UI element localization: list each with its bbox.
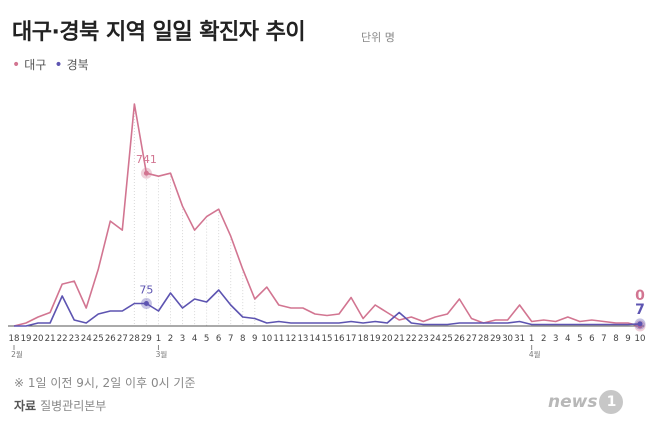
x-tick-label: 7	[601, 334, 606, 344]
x-tick-label: 26	[454, 334, 465, 344]
x-tick-label: 5	[204, 334, 209, 344]
x-tick-label: 12	[285, 334, 296, 344]
x-tick-label: 25	[93, 334, 104, 344]
highlight-point-core	[637, 321, 643, 327]
x-tick-label: 20	[382, 334, 393, 344]
x-tick-label: 25	[442, 334, 453, 344]
series-line-1	[14, 289, 641, 327]
unit-label: 단위 명	[361, 31, 395, 44]
highlight-point-core	[143, 301, 149, 307]
x-tick-label: 31	[514, 334, 525, 344]
x-tick-label: 27	[117, 334, 128, 344]
x-tick-label: 17	[346, 334, 357, 344]
month-label: 2월	[11, 349, 23, 359]
source-value: 질병관리본부	[40, 399, 107, 413]
x-tick-label: 21	[394, 334, 405, 344]
x-tick-label: 28	[478, 334, 489, 344]
legend-dot-icon: •	[54, 56, 63, 73]
x-tick-label: 29	[490, 334, 501, 344]
x-tick-label: 9	[252, 334, 257, 344]
x-tick-label: 30	[502, 334, 513, 344]
x-tick-label: 28	[129, 334, 140, 344]
x-tick-label: 3	[180, 334, 185, 344]
highlight-point-core	[143, 170, 149, 176]
x-tick-label: 9	[625, 334, 630, 344]
x-tick-label: 4	[565, 334, 570, 344]
data-label: 7	[635, 302, 645, 318]
series-line-0	[13, 103, 641, 327]
legend-item-daegu: • 대구	[12, 56, 46, 73]
logo-text: news	[548, 392, 598, 412]
legend-label: 대구	[24, 58, 47, 72]
x-tick-label: 23	[69, 334, 80, 344]
logo-badge: 1	[599, 390, 624, 414]
data-label: 741	[136, 153, 157, 166]
x-tick-label: 27	[466, 334, 477, 344]
x-tick-label: 15	[322, 334, 333, 344]
legend-item-gyeongbuk: • 경북	[54, 56, 88, 73]
page-title: 대구·경북 지역 일일 확진자 추이	[12, 20, 306, 45]
x-tick-label: 4	[192, 334, 197, 344]
x-tick-label: 19	[21, 334, 32, 344]
chart-legend: • 대구 • 경북	[12, 56, 89, 73]
legend-label: 경북	[66, 58, 89, 72]
x-tick-label: 8	[613, 334, 618, 344]
legend-dot-icon: •	[12, 56, 21, 73]
x-tick-label: 24	[81, 334, 92, 344]
x-tick-label: 23	[418, 334, 429, 344]
source-label: 자료	[14, 399, 37, 413]
x-tick-label: 11	[273, 334, 284, 344]
x-tick-label: 2	[168, 334, 173, 344]
news1-logo: news 1	[548, 390, 624, 414]
data-label: 75	[139, 284, 153, 297]
x-tick-label: 18	[9, 334, 20, 344]
x-tick-label: 3	[553, 334, 558, 344]
source-line: 자료 질병관리본부	[14, 397, 106, 414]
x-tick-label: 24	[430, 334, 441, 344]
x-tick-label: 22	[406, 334, 417, 344]
x-tick-label: 5	[577, 334, 582, 344]
x-tick-label: 6	[589, 334, 594, 344]
x-tick-label: 6	[216, 334, 221, 344]
x-tick-label: 20	[33, 334, 44, 344]
x-tick-label: 14	[309, 334, 320, 344]
x-tick-label: 16	[334, 334, 345, 344]
x-tick-label: 19	[370, 334, 381, 344]
x-tick-label: 2	[541, 334, 546, 344]
x-tick-label: 8	[240, 334, 245, 344]
x-tick-label: 10	[261, 334, 272, 344]
x-tick-label: 13	[297, 334, 308, 344]
x-tick-label: 18	[358, 334, 369, 344]
x-tick-label: 10	[635, 334, 646, 344]
data-label: 0	[635, 288, 645, 304]
month-label: 4월	[529, 349, 541, 359]
footnote: ※ 1일 이전 9시, 2일 이후 0시 기준	[14, 376, 196, 390]
x-tick-label: 1	[529, 334, 534, 344]
x-tick-label: 26	[105, 334, 116, 344]
x-tick-label: 7	[228, 334, 233, 344]
x-tick-label: 1	[156, 334, 161, 344]
x-tick-label: 21	[45, 334, 56, 344]
month-label: 3월	[156, 349, 168, 359]
x-tick-label: 29	[141, 334, 152, 344]
x-tick-label: 22	[57, 334, 68, 344]
